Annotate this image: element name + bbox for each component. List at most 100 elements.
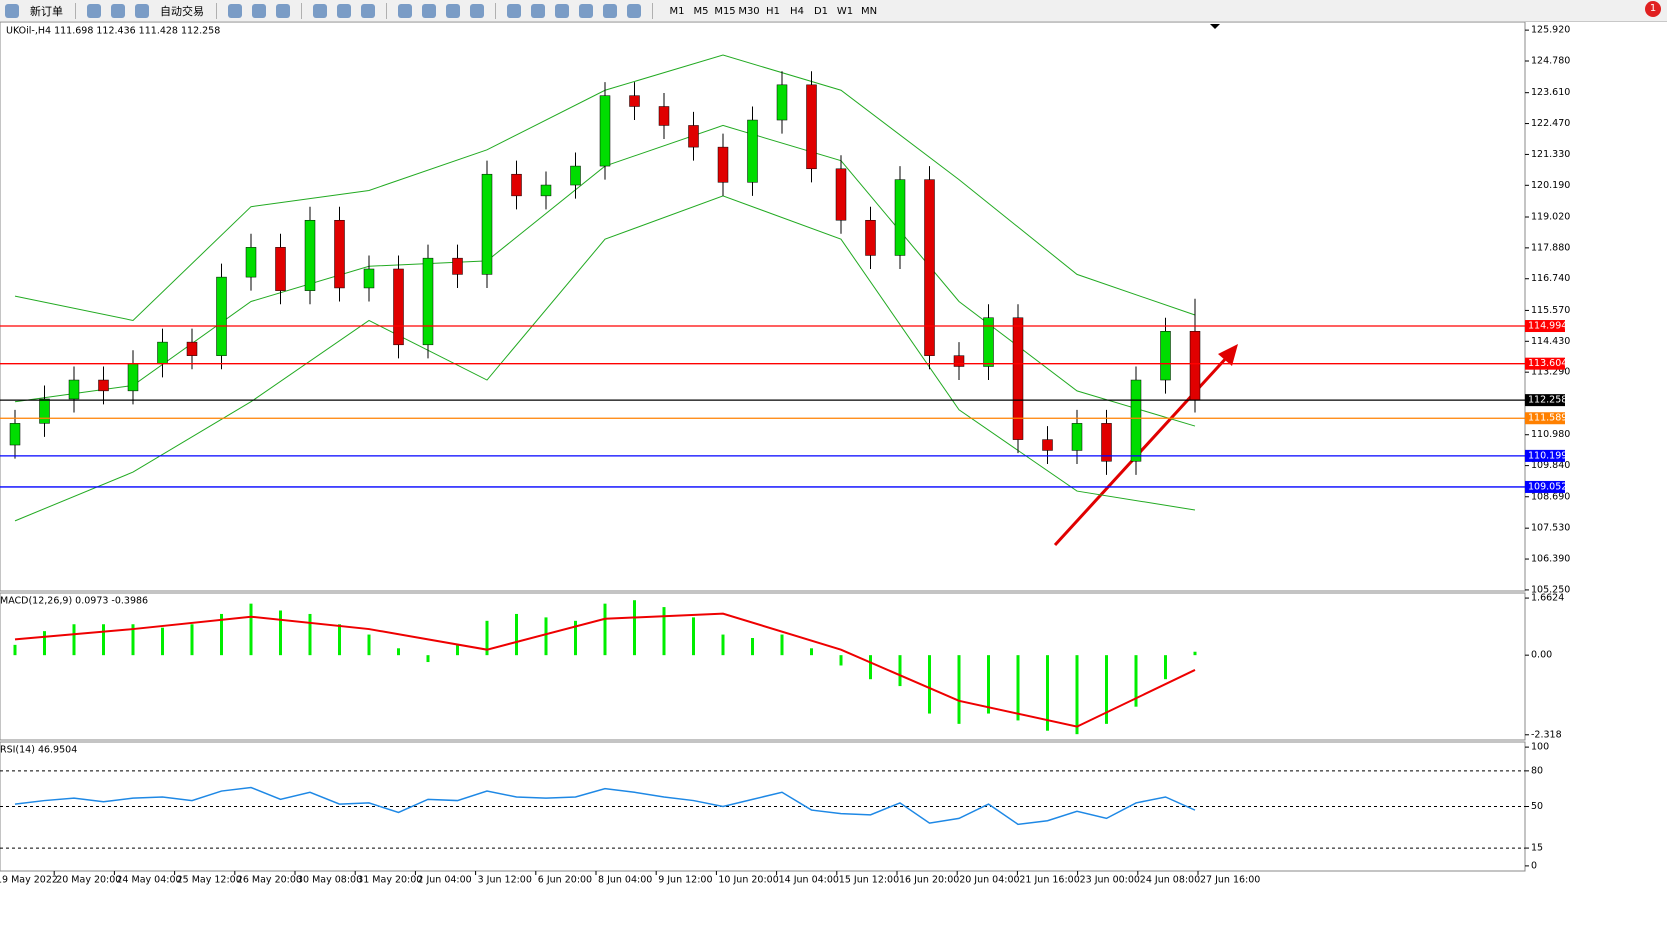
candle-body <box>570 165 581 186</box>
icon[interactable] <box>276 3 290 18</box>
timeframe-button[interactable]: H1 <box>766 6 780 17</box>
y-tick-label: 120.190 <box>1531 180 1570 191</box>
candle-body <box>481 173 493 275</box>
new-order-button[interactable]: 新订单 <box>30 4 63 18</box>
auto-trading-button[interactable]: 自动交易 <box>160 4 204 18</box>
candle-body <box>363 268 375 289</box>
y-tick-label: 1.6624 <box>1531 593 1564 604</box>
icon[interactable] <box>470 3 484 18</box>
macd-bar <box>515 613 518 656</box>
y-tick-label: 117.880 <box>1531 242 1570 253</box>
timeframe-button[interactable]: M5 <box>693 6 709 17</box>
icon[interactable] <box>111 3 125 18</box>
icon[interactable] <box>446 3 460 18</box>
macd-bar <box>574 620 577 656</box>
macd-frame <box>0 592 1526 741</box>
timeframe-button[interactable]: W1 <box>836 6 854 17</box>
candle-body <box>629 95 640 107</box>
candle-body <box>747 119 758 183</box>
candle-body <box>806 84 817 170</box>
x-tick-label: 31 May 20:00 <box>357 875 422 886</box>
candle-body <box>452 257 463 275</box>
icon[interactable] <box>228 3 242 18</box>
y-tick-label: 106.390 <box>1531 554 1570 565</box>
macd-bar <box>367 634 371 656</box>
x-tick-label: 23 Jun 00:00 <box>1080 875 1140 886</box>
macd-bar <box>692 617 695 656</box>
icon[interactable] <box>398 3 412 18</box>
candle-body <box>275 247 286 291</box>
y-tick-label: -2.318 <box>1531 729 1562 740</box>
icon[interactable] <box>603 3 617 18</box>
separator <box>652 2 653 19</box>
icon[interactable] <box>87 3 101 18</box>
icon[interactable] <box>507 3 521 18</box>
price-level-label: 110.199 <box>1528 450 1567 461</box>
y-tick-label: 125.920 <box>1531 25 1570 36</box>
icon[interactable] <box>252 3 266 18</box>
icon[interactable] <box>313 3 327 18</box>
chart: UKOil-,H4 111.698 112.436 111.428 112.25… <box>0 22 1570 886</box>
candle-body <box>540 184 552 197</box>
macd-bar <box>485 620 489 656</box>
x-tick-label: 6 Jun 20:00 <box>538 875 592 886</box>
candle-body <box>599 95 611 167</box>
macd-bar <box>780 634 784 656</box>
macd-bar <box>43 631 46 656</box>
y-tick-label: 123.610 <box>1531 87 1570 98</box>
icon[interactable] <box>531 3 545 18</box>
macd-bar <box>1075 655 1079 735</box>
candle-body <box>186 341 198 356</box>
price-level-box <box>1525 449 1565 462</box>
timeframe-button[interactable]: M1 <box>669 6 685 17</box>
y-tick-label: 115.570 <box>1531 305 1570 316</box>
candle-body <box>1042 439 1053 451</box>
trend-arrow-head <box>1218 344 1238 366</box>
x-tick-label: 24 Jun 08:00 <box>1140 875 1200 886</box>
timeframe-button[interactable]: D1 <box>813 6 829 17</box>
macd-bar <box>928 655 931 714</box>
y-tick-label: 109.840 <box>1531 460 1570 471</box>
macd-bar <box>839 655 843 666</box>
timeframe-button[interactable]: M30 <box>738 6 760 17</box>
y-tick-label: 107.530 <box>1531 523 1570 534</box>
candle-body <box>835 168 847 221</box>
price-level-box <box>1525 480 1565 493</box>
y-tick-label: 0.00 <box>1531 650 1552 661</box>
x-tick-label: 16 Jun 20:00 <box>899 875 959 886</box>
icon[interactable] <box>337 3 351 18</box>
candle-body <box>157 341 168 365</box>
icon[interactable] <box>422 3 436 18</box>
shift-marker <box>1210 24 1220 29</box>
icon[interactable] <box>555 3 569 18</box>
notification-badge[interactable]: 1 <box>1645 1 1661 17</box>
candle-body <box>511 173 522 197</box>
timeframe-button[interactable]: H4 <box>790 6 804 17</box>
macd-bar <box>544 617 548 656</box>
candle-body <box>1101 423 1112 462</box>
icon <box>5 3 19 18</box>
macd-bar <box>131 624 135 656</box>
icon[interactable] <box>579 3 593 18</box>
icon[interactable] <box>627 3 641 18</box>
candle-body <box>894 179 906 256</box>
icon[interactable] <box>361 3 375 18</box>
y-tick-label: 122.470 <box>1531 118 1570 129</box>
timeframe-button[interactable]: MN <box>860 6 878 17</box>
macd-bar <box>72 624 76 656</box>
y-tick-label: 119.020 <box>1531 211 1570 222</box>
candle-body <box>953 355 965 367</box>
x-tick-label: 24 May 04:00 <box>116 875 181 886</box>
timeframe-button[interactable]: M15 <box>714 6 736 17</box>
price-level-label: 111.589 <box>1528 413 1567 424</box>
macd-bar <box>603 603 607 656</box>
x-tick-label: 15 Jun 12:00 <box>839 875 899 886</box>
macd-bar <box>721 634 725 656</box>
macd-bar <box>249 603 253 656</box>
y-tick-label: 124.780 <box>1531 55 1570 66</box>
icon[interactable] <box>135 3 149 18</box>
y-tick-label: 114.430 <box>1531 336 1570 347</box>
separator <box>495 2 496 19</box>
y-tick-label: 110.980 <box>1531 429 1570 440</box>
